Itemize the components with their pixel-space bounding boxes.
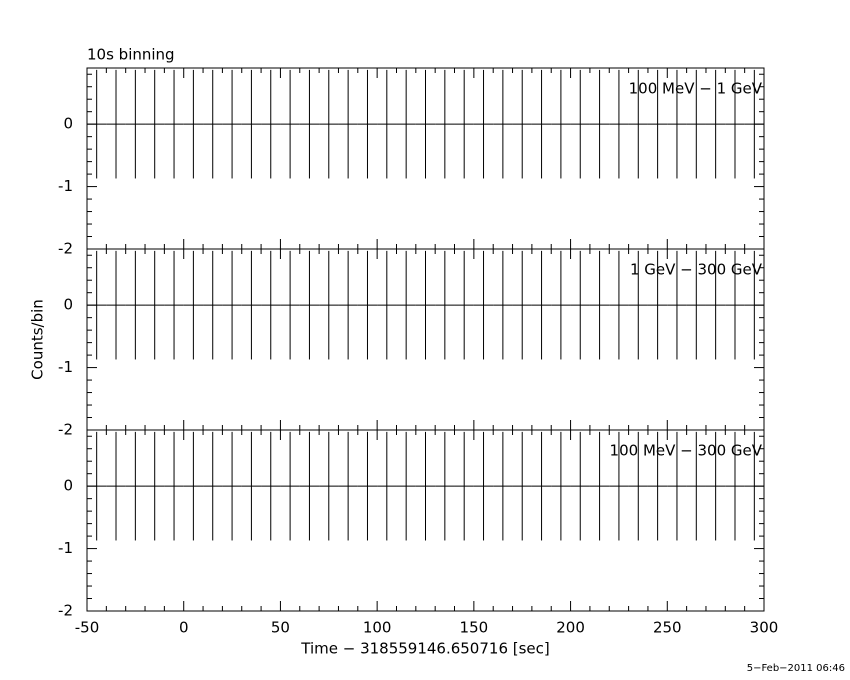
- y-axis-label: Counts/bin: [29, 299, 47, 380]
- panel-label: 100 MeV − 1 GeV: [629, 80, 763, 98]
- x-tick-label: 200: [556, 619, 585, 637]
- x-tick-label: 300: [750, 619, 779, 637]
- y-tick-label: -1: [58, 177, 73, 195]
- x-tick-label: 100: [363, 619, 392, 637]
- x-axis-label: Time − 318559146.650716 [sec]: [300, 640, 550, 658]
- y-tick-label: -1: [58, 539, 73, 557]
- x-tick-label: 150: [460, 619, 489, 637]
- x-tick-label: 50: [271, 619, 290, 637]
- x-tick-label: 0: [179, 619, 189, 637]
- y-tick-label: -1: [58, 358, 73, 376]
- x-tick-label: 250: [653, 619, 682, 637]
- y-tick-label: 0: [63, 115, 73, 133]
- y-tick-label: 0: [63, 296, 73, 314]
- footer-date: 5−Feb−2011 06:46: [747, 663, 845, 674]
- y-tick-label: -2: [58, 602, 73, 620]
- panel-frame: [86, 429, 765, 612]
- panel-label: 100 MeV − 300 GeV: [610, 442, 763, 460]
- y-tick-label: 0: [63, 477, 73, 495]
- x-tick-label: -50: [75, 619, 100, 637]
- y-tick-label: -2: [58, 421, 73, 439]
- y-tick-label: -2: [58, 240, 73, 258]
- chart-title: 10s binning: [87, 46, 175, 64]
